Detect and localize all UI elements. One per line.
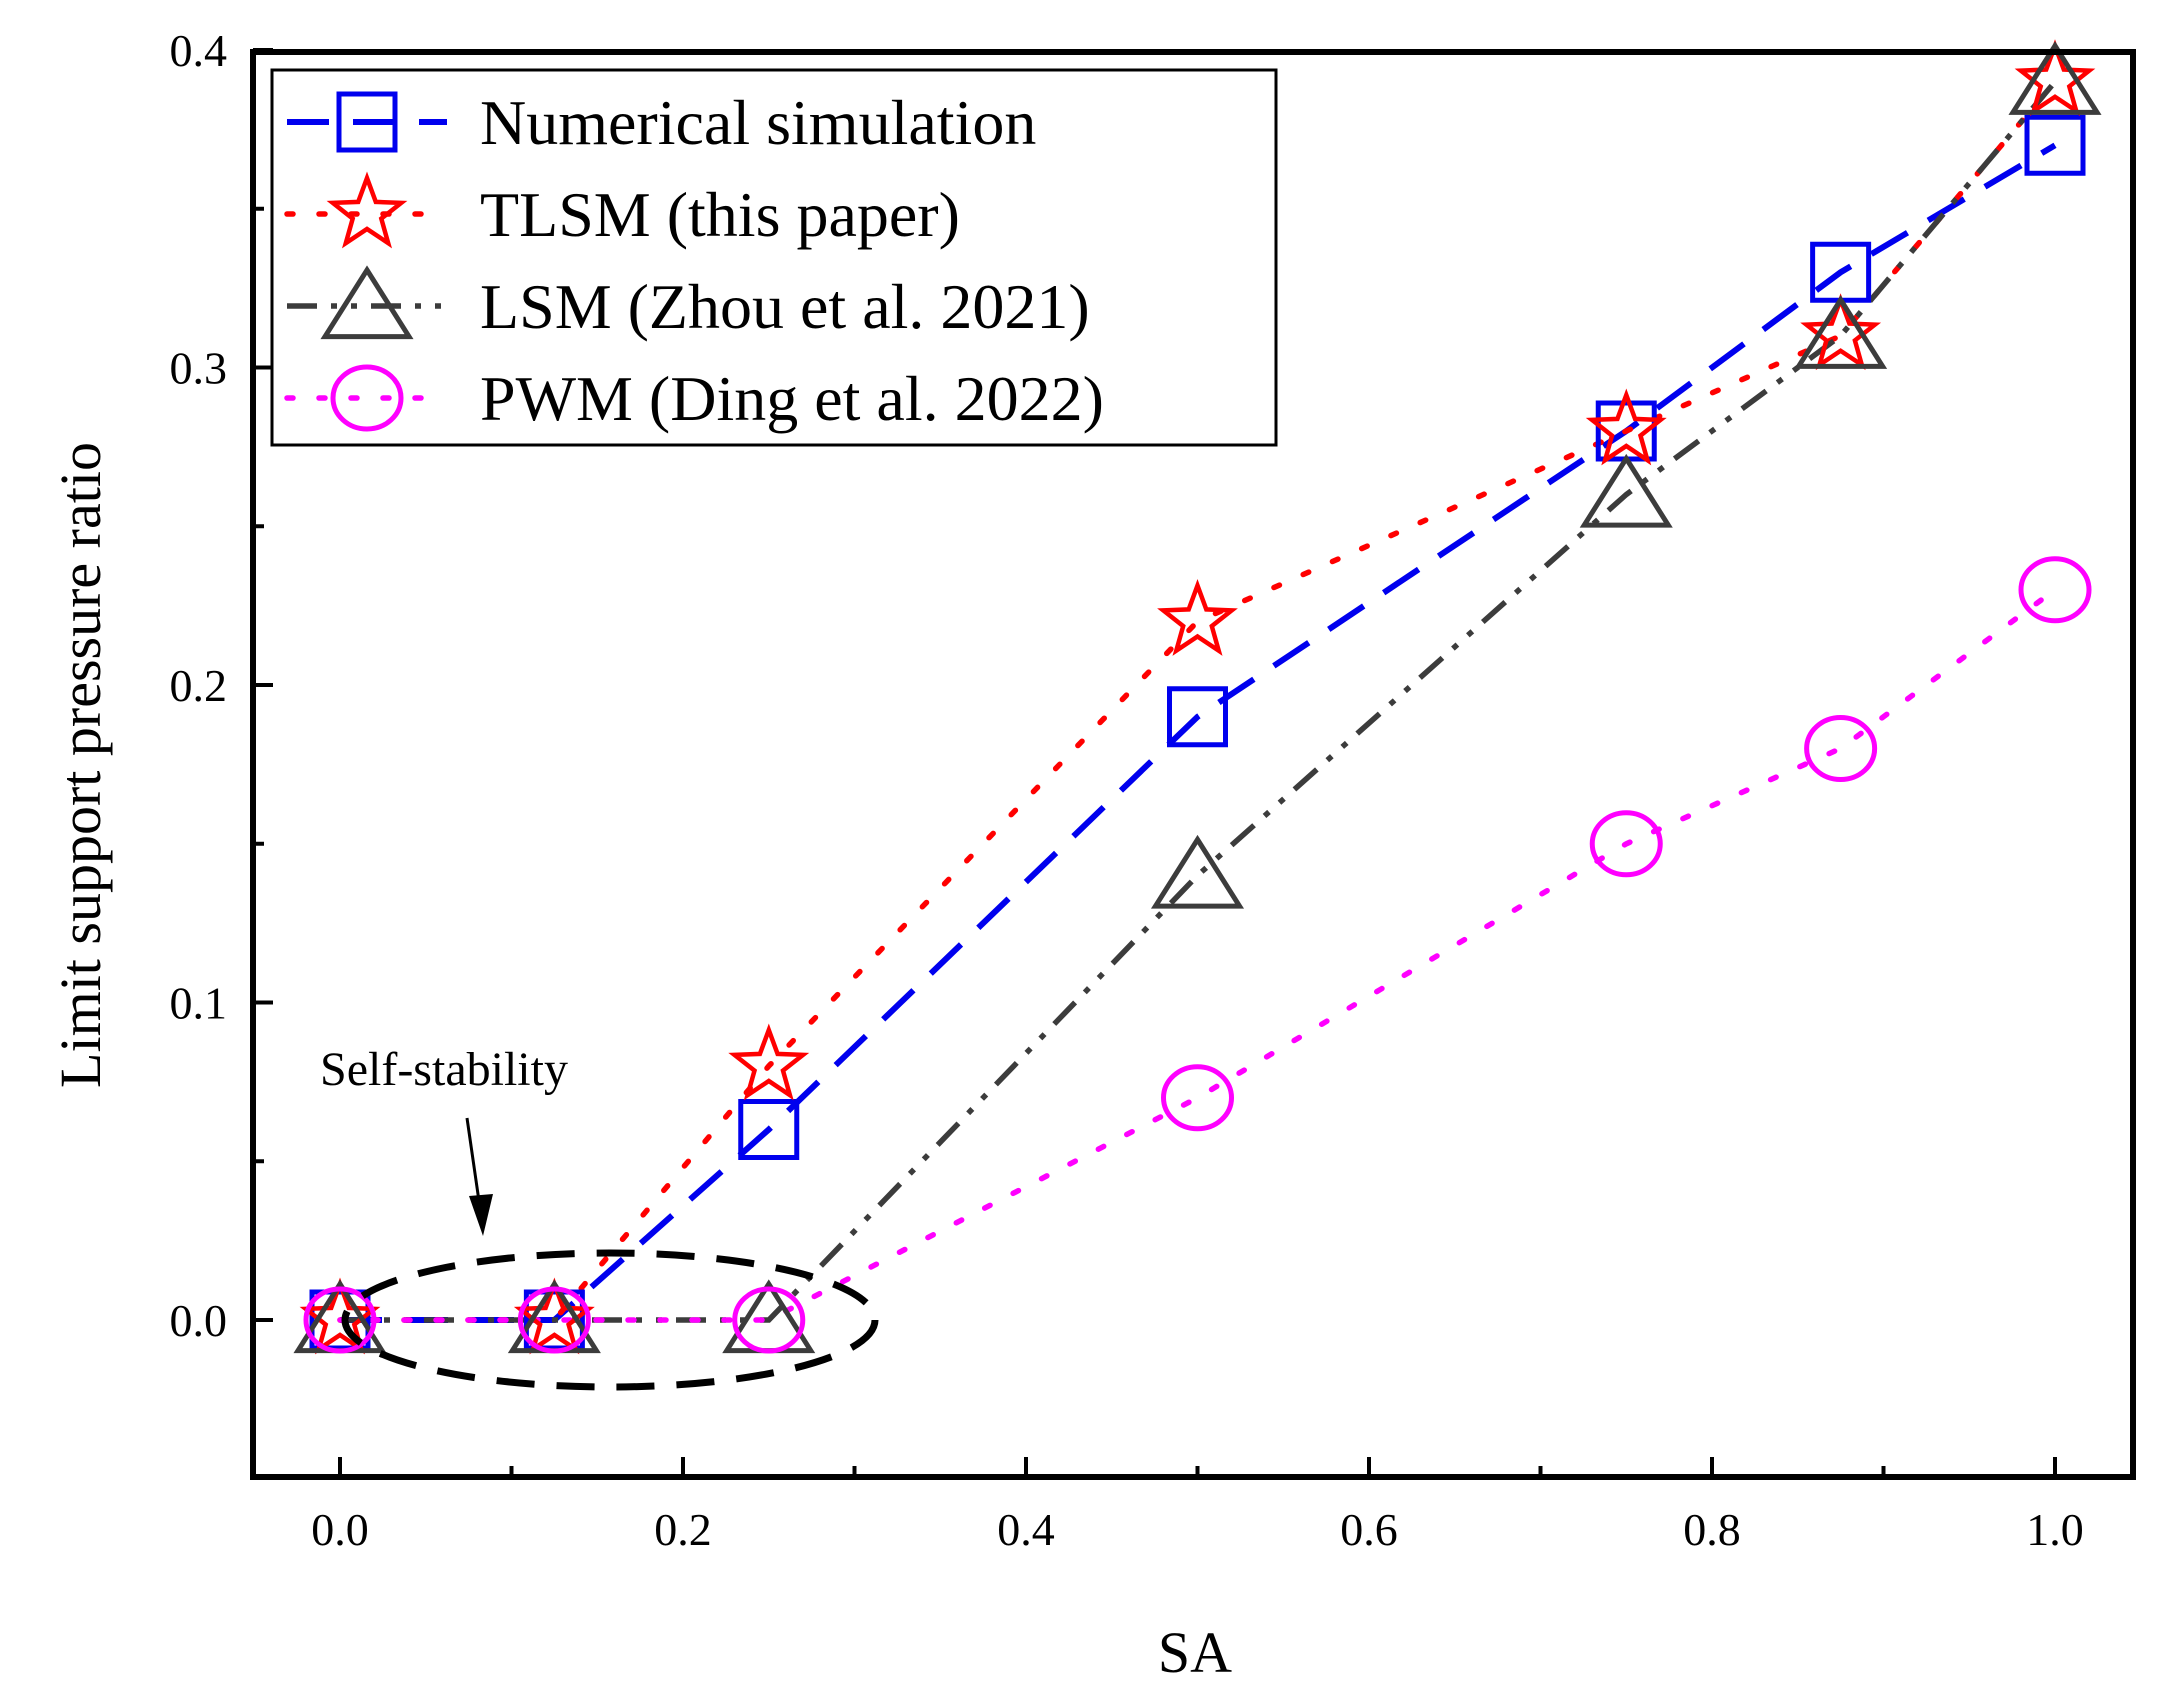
legend-box — [270, 68, 1278, 447]
series-0-point — [738, 1099, 800, 1160]
series-layer — [293, 39, 2102, 1355]
legend-label-3: PWM (Ding et al. 2022) — [480, 363, 1104, 434]
ticks-layer: 0.0 0.2 0.4 0.6 0.8 1.0 0.0 0.1 0.2 0.3 0.4 — [170, 25, 2084, 1555]
series-3-point — [1589, 810, 1663, 878]
series-2-point — [2008, 41, 2102, 115]
series-0-point — [2024, 114, 2086, 176]
y-tick-label: 0.2 — [170, 660, 228, 711]
legend-marker-2 — [320, 265, 414, 340]
x-tick-label: 0.4 — [997, 1504, 1055, 1555]
series-1-point — [299, 1277, 381, 1355]
x-axis-title: SA — [1158, 1620, 1232, 1685]
legend-marker-1 — [326, 171, 408, 249]
y-tick-label: 0.0 — [170, 1295, 228, 1346]
series-3-point — [303, 1286, 377, 1354]
self-stability-ellipse — [341, 1249, 879, 1391]
legend-label-0: Numerical simulation — [480, 87, 1036, 158]
legend: Numerical simulation TLSM (this paper) LSM… — [270, 68, 1278, 447]
series-1-point — [1800, 293, 1882, 371]
series-3-point — [732, 1286, 806, 1354]
plot-frame — [250, 49, 2136, 1480]
legend-label-1: TLSM (this paper) — [480, 179, 960, 250]
y-tick-label: 0.3 — [170, 343, 228, 394]
series-1-point — [728, 1023, 810, 1101]
x-tick-label: 0.0 — [311, 1504, 369, 1555]
series-0-point — [523, 1289, 585, 1351]
legend-marker-3 — [330, 364, 404, 432]
legend-label-2: LSM (Zhou et al. 2021) — [480, 271, 1090, 342]
legend-marker-0 — [336, 91, 398, 153]
x-tick-label: 0.6 — [1340, 1504, 1398, 1555]
series-1-point — [2014, 39, 2096, 117]
series-2-line — [340, 80, 2058, 1323]
y-tick-label: 0.4 — [170, 25, 228, 76]
y-axis-title: Limit support pressure ratio — [48, 442, 113, 1088]
x-tick-label: 0.2 — [654, 1504, 712, 1555]
annotation-layer: Self-stability — [320, 1043, 879, 1391]
series-3-point — [2018, 556, 2092, 624]
y-tick-label: 0.1 — [170, 978, 228, 1029]
series-1-point — [1157, 578, 1238, 656]
series-1-point — [513, 1277, 595, 1355]
series-3-point — [1161, 1064, 1234, 1132]
series-3-point — [517, 1286, 591, 1354]
self-stability-arrow-head — [469, 1194, 493, 1236]
series-0-point — [309, 1289, 371, 1351]
series-3-line — [337, 587, 2058, 1323]
series-3-point — [1804, 715, 1878, 782]
x-tick-label: 1.0 — [2026, 1504, 2084, 1555]
x-tick-label: 0.8 — [1683, 1504, 1741, 1555]
series-2-point — [1150, 834, 1245, 909]
series-2-point — [1579, 453, 1673, 528]
series-0-point — [1167, 686, 1228, 748]
series-2-point — [1794, 295, 1888, 369]
self-stability-label: Self-stability — [320, 1043, 568, 1096]
series-1-point — [1585, 388, 1667, 466]
